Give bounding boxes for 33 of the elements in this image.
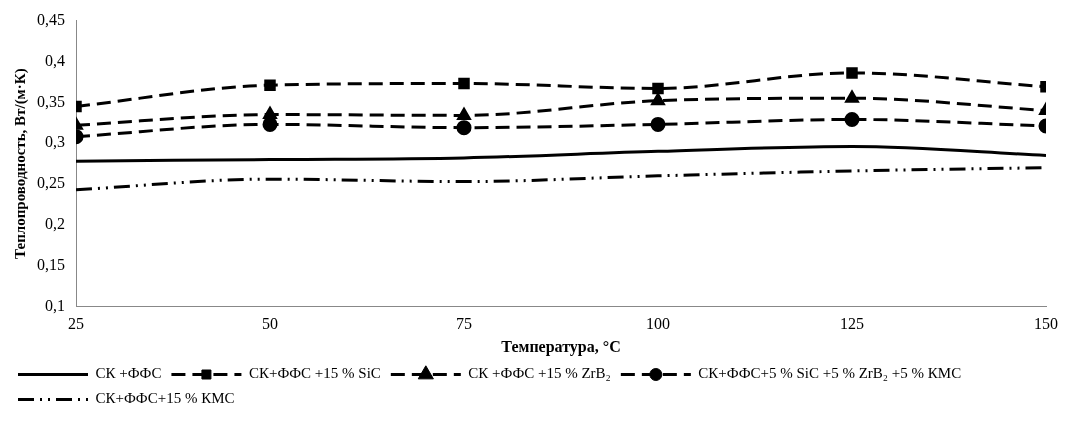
line-series	[76, 144, 1046, 163]
x-tick-label: 75	[456, 315, 472, 333]
x-tick-label: 150	[1034, 315, 1058, 333]
y-tick-label: 0,25	[37, 174, 65, 192]
point	[456, 120, 472, 136]
legend-label: СК+ФФС+15 % КМС	[95, 390, 235, 407]
point	[652, 82, 664, 95]
point	[650, 116, 666, 132]
y-tick-label: 0,35	[37, 92, 65, 110]
point	[651, 93, 665, 106]
legend-label: СК +ФФС +15 % ZrB₂	[468, 365, 611, 382]
y-axis-title: Теплопроводность, Вт/(м·К)	[11, 68, 29, 259]
point	[457, 107, 471, 120]
point	[845, 90, 859, 103]
y-tick-label: 0,1	[45, 296, 65, 314]
x-axis-title: Температура, °C	[501, 337, 621, 356]
x-tick-label: 100	[646, 315, 670, 333]
legend-label: СК +ФФС	[95, 365, 162, 382]
legend-label: СК+ФФС+5 % SiC +5 % ZrB₂ +5 % КМС	[698, 365, 962, 382]
point	[264, 79, 276, 91]
point	[263, 107, 277, 120]
y-tick-label: 0,45	[37, 10, 65, 28]
y-tick-label: 0,4	[45, 51, 65, 69]
x-tick-label: 125	[840, 315, 864, 333]
x-tick-label: 50	[262, 315, 278, 333]
legend-label: СК+ФФС +15 % SiC	[248, 365, 381, 382]
point	[844, 111, 860, 127]
point	[846, 67, 858, 79]
y-tick-label: 0,15	[37, 255, 65, 273]
y-tick-label: 0,3	[45, 133, 65, 151]
point	[458, 77, 470, 90]
y-tick-label: 0,2	[45, 215, 65, 233]
x-tick-label: 25	[68, 315, 84, 333]
